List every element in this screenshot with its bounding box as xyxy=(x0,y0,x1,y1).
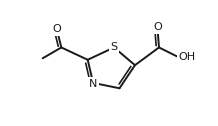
Text: O: O xyxy=(52,24,61,34)
Text: OH: OH xyxy=(178,52,196,62)
Text: N: N xyxy=(89,79,97,89)
Text: O: O xyxy=(153,22,162,32)
Text: S: S xyxy=(111,42,118,52)
